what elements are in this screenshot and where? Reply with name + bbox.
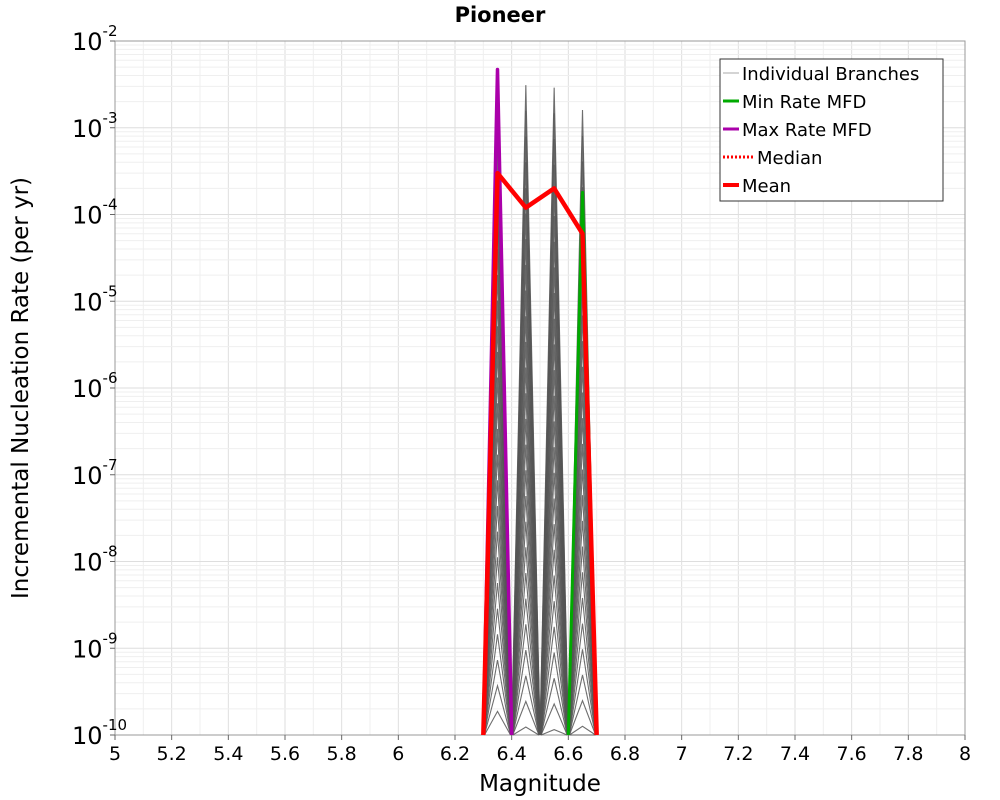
chart-title: Pioneer: [455, 3, 546, 27]
branch-line: [511, 547, 540, 736]
x-tick-label: 5.2: [157, 743, 187, 765]
branch-line: [568, 572, 597, 736]
x-tick-label: 7.6: [837, 743, 867, 765]
branch-line: [568, 520, 597, 736]
branch-line: [540, 498, 569, 736]
x-tick-label: 5.6: [270, 743, 300, 765]
branch-line: [483, 505, 512, 736]
y-tick-label: 10-9: [72, 629, 118, 663]
branch-line: [512, 675, 540, 736]
legend-label-min-rate-mfd: Min Rate MFD: [742, 92, 866, 113]
branch-line: [568, 495, 597, 736]
branch-line: [512, 624, 540, 736]
y-tick-label: 10-5: [72, 282, 118, 316]
y-tick-label: 10-4: [72, 196, 118, 230]
x-tick-label: 5.8: [327, 743, 357, 765]
x-tick-label: 6: [392, 743, 404, 765]
branch-line: [540, 524, 569, 736]
legend-label-max-rate-mfd: Max Rate MFD: [742, 120, 872, 141]
y-tick-label: 10-7: [72, 456, 118, 490]
x-axis-ticks: 5 5.2 5.4 5.6 5.8 6 6.2 6.4 6.6 6.8 7 7.2 7.4 7.6 7.8 8: [109, 735, 971, 765]
y-tick-label: 10-8: [72, 543, 118, 577]
branch-line: [540, 728, 568, 736]
x-tick-label: 7: [676, 743, 688, 765]
branch-line: [540, 626, 568, 736]
x-tick-label: 7.4: [780, 743, 810, 765]
branch-line: [568, 699, 597, 736]
branch-line: [569, 725, 596, 736]
x-axis-label: Magnitude: [479, 771, 601, 797]
branch-line: [512, 699, 540, 736]
x-tick-label: 6.4: [497, 743, 527, 765]
branch-line: [540, 575, 569, 736]
x-tick-label: 6.8: [610, 743, 640, 765]
legend-label-individual-branches: Individual Branches: [742, 64, 919, 85]
branch-line: [483, 683, 512, 736]
x-tick-label: 7.8: [893, 743, 923, 765]
branch-line: [483, 634, 512, 736]
branch-line: [540, 652, 568, 736]
legend: Individual Branches Min Rate MFD Max Rat…: [719, 58, 944, 202]
y-axis-ticks: 10-2 10-3 10-4 10-5 10-6 10-7 10-8 10-9 10-10: [72, 22, 127, 750]
x-tick-label: 6.6: [553, 743, 583, 765]
y-tick-label: 10-6: [72, 369, 118, 403]
branch-line: [483, 582, 512, 736]
x-tick-label: 5: [109, 743, 121, 765]
y-tick-label: 10-10: [72, 716, 127, 750]
legend-box: [719, 58, 944, 202]
y-tick-label: 10-3: [72, 109, 118, 143]
y-tick-label: 10-2: [72, 22, 118, 56]
x-tick-label: 7.2: [723, 743, 753, 765]
series-layer: [481, 67, 599, 736]
branch-line: [540, 549, 569, 736]
branch-line: [568, 674, 597, 736]
series-individual-branches: [482, 69, 598, 736]
branch-line: [512, 726, 540, 736]
branch-line: [568, 597, 597, 736]
branch-line: [483, 531, 512, 736]
y-axis-label: Incremental Nucleation Rate (per yr): [8, 177, 34, 599]
legend-label-median: Median: [757, 148, 822, 169]
series-mean: [481, 170, 599, 736]
x-tick-label: 8: [959, 743, 971, 765]
branch-line: [512, 649, 540, 736]
legend-label-mean: Mean: [742, 176, 791, 197]
branch-line: [511, 495, 540, 736]
branch-line: [511, 521, 540, 736]
branch-line: [540, 678, 568, 736]
branch-line: [568, 546, 597, 736]
branch-line: [511, 572, 540, 736]
branch-line: [483, 557, 512, 736]
branch-line: [540, 702, 568, 736]
x-tick-label: 6.2: [440, 743, 470, 765]
branch-line: [483, 710, 512, 736]
branch-line: [483, 659, 512, 736]
x-tick-label: 5.4: [213, 743, 243, 765]
branch-line: [512, 598, 540, 736]
branch-line: [568, 623, 597, 736]
branch-line: [483, 608, 512, 736]
branch-line: [540, 601, 568, 736]
branch-line: [568, 649, 597, 736]
